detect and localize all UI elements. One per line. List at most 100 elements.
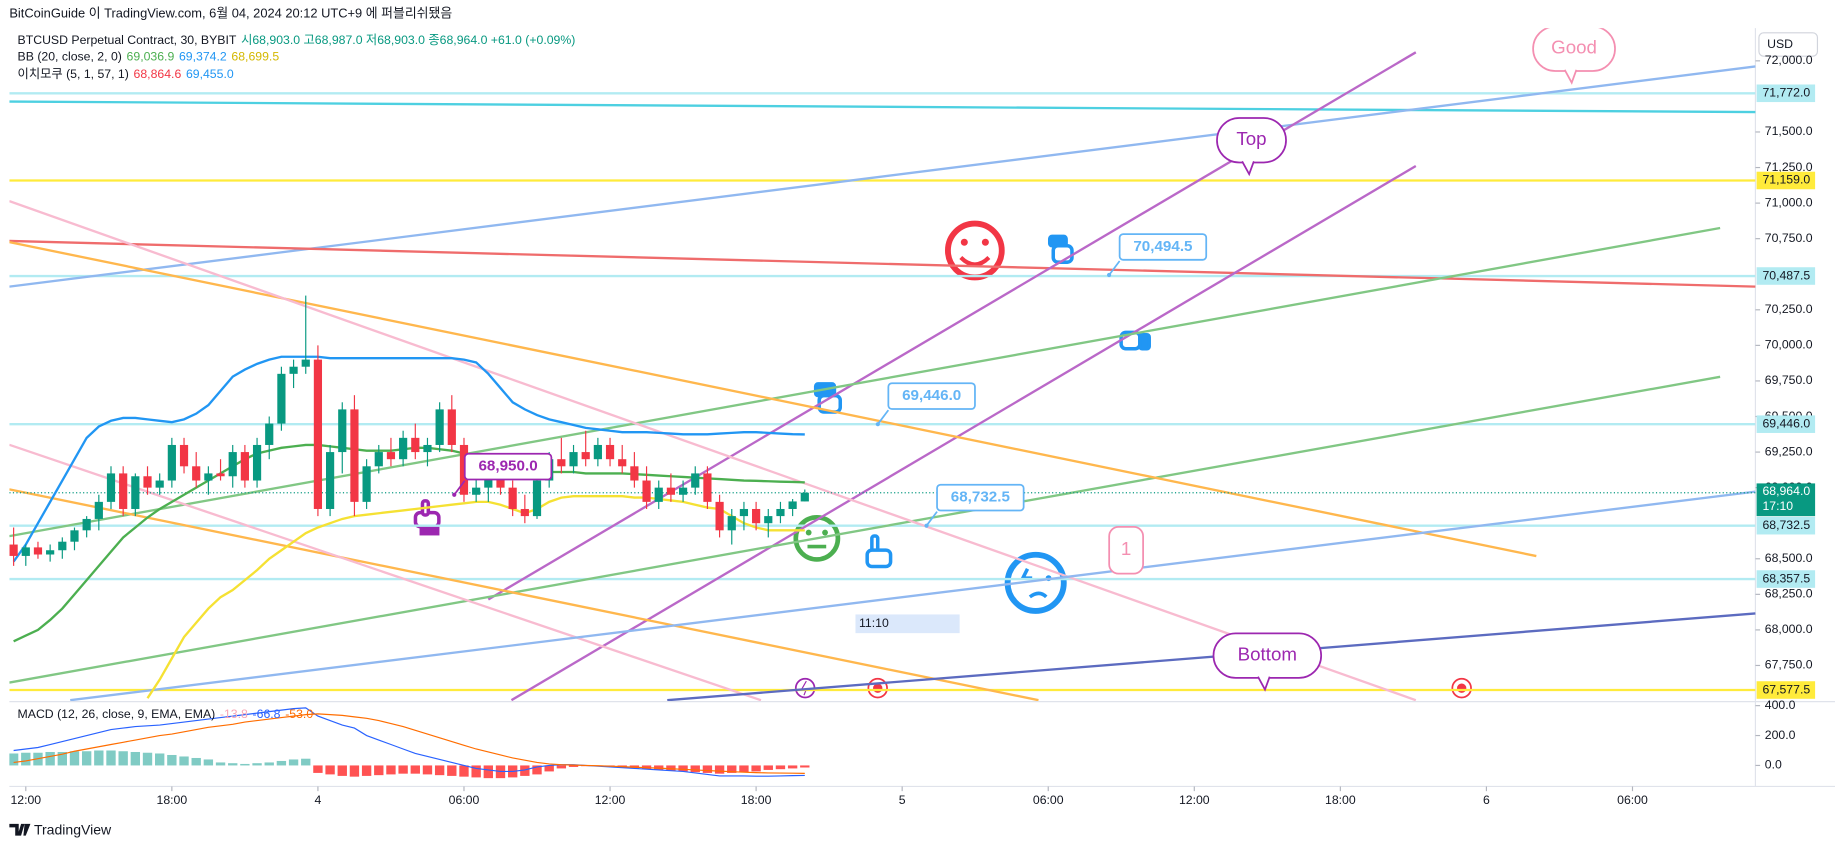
callout-box xyxy=(1118,233,1208,261)
price-label-box xyxy=(1756,681,1816,699)
note-bubble xyxy=(1108,525,1144,575)
last-price-countdown: 17:10 xyxy=(1762,499,1793,513)
price-label: 68,732.5 xyxy=(1762,518,1810,532)
candle-body xyxy=(678,487,688,495)
indicator-line xyxy=(146,495,805,699)
time-box xyxy=(855,614,960,634)
candle-body xyxy=(119,473,128,509)
happy-face xyxy=(945,220,1005,281)
candle-body xyxy=(764,516,773,524)
axes: 12:00 18:00 4 06:00 12:00 18:00 5 06:00 12:00 18:… xyxy=(10,53,1816,807)
candle-body xyxy=(204,473,213,481)
currency-box[interactable] xyxy=(1758,32,1819,57)
note-tail xyxy=(1241,160,1255,177)
indicator-line xyxy=(12,355,805,563)
histogram-bar xyxy=(81,751,92,766)
price-label: 71,772.0 xyxy=(1762,86,1810,100)
x-tick-label: 6 xyxy=(1483,793,1490,807)
candle-body xyxy=(70,530,79,542)
candle-body xyxy=(727,516,736,531)
candle-body xyxy=(776,508,785,517)
price-label-box xyxy=(1756,84,1816,103)
ichimoku-name: 이치모쿠 (5, 1, 57, 1) xyxy=(18,67,129,81)
histogram-bar xyxy=(45,751,55,766)
histogram-bar xyxy=(21,752,31,766)
histogram-bar xyxy=(349,765,360,777)
trend-line xyxy=(9,100,1756,114)
price-label: 67,577.5 xyxy=(1762,682,1810,696)
candle-body xyxy=(484,473,493,488)
macd-line xyxy=(13,713,805,774)
x-tick-label: 4 xyxy=(315,793,322,807)
histogram-bar xyxy=(264,762,274,766)
histogram-bar xyxy=(167,754,177,766)
price-label-box xyxy=(1756,267,1816,285)
histogram-bar xyxy=(763,765,773,770)
candle-body xyxy=(399,437,408,460)
callout-pointer xyxy=(877,409,890,425)
indicator-line xyxy=(13,443,805,643)
candle-body xyxy=(532,480,542,517)
candle-body xyxy=(228,452,237,477)
y-tick-label: 71,500.0 xyxy=(1765,124,1813,138)
candle-body xyxy=(666,487,676,495)
trend-line xyxy=(9,240,1537,558)
time-box-label: 11:10 xyxy=(859,616,889,630)
y-tick-label: 71,000.0 xyxy=(1765,195,1813,209)
trend-line xyxy=(9,375,1721,684)
candle-body xyxy=(788,501,797,509)
candle-body xyxy=(496,473,505,488)
trend-line xyxy=(9,239,1756,288)
trend-line xyxy=(510,164,1417,702)
histogram-bar xyxy=(459,765,469,777)
histogram-bar xyxy=(228,763,238,766)
histogram-bar xyxy=(118,751,128,766)
histogram-bar xyxy=(240,763,250,766)
x-tick-label: 12:00 xyxy=(10,793,41,807)
y-tick-label: 200.0 xyxy=(1765,728,1796,742)
candle-body xyxy=(82,518,91,531)
tradingview-logo xyxy=(9,823,31,836)
candle-body xyxy=(520,508,529,517)
histogram-bar xyxy=(727,765,737,773)
histogram-bar xyxy=(313,765,323,773)
note-text: 1 xyxy=(1121,538,1131,559)
histogram-bar xyxy=(434,765,445,776)
x-tick-label: 06:00 xyxy=(1033,793,1064,807)
candle-body xyxy=(605,444,615,460)
last-price-box xyxy=(1756,483,1816,517)
bb-value: 69,374.2 xyxy=(179,50,227,64)
candle-body xyxy=(508,487,517,509)
note-tail xyxy=(1257,676,1271,692)
legend-bb: BB (20, close, 2, 0) 69,036.9 69,374.2 68,6… xyxy=(18,50,280,64)
main-pane: 70,494.5 69,446.0 68,732.5 68,950.0 Good Top B… xyxy=(9,28,1756,702)
y-tick-label: 72,000.0 xyxy=(1765,53,1813,67)
callout-label: 68,950.0 xyxy=(478,458,537,475)
histogram-bar xyxy=(142,752,153,766)
x-tick-label: 06:00 xyxy=(1617,793,1648,807)
histogram-bar xyxy=(325,765,335,775)
price-label: 71,159.0 xyxy=(1762,173,1810,187)
trend-line xyxy=(70,490,1756,702)
candle-body xyxy=(630,466,639,481)
ichimoku-value: 68,864.6 xyxy=(134,67,182,81)
candle-body xyxy=(618,459,627,467)
histogram-bar xyxy=(191,757,201,766)
histogram-bar xyxy=(386,765,396,775)
callout-pointer xyxy=(453,480,466,496)
candle-body xyxy=(447,409,456,445)
bb-value: 68,699.5 xyxy=(231,50,279,64)
candle-body xyxy=(557,459,566,467)
candle-body xyxy=(411,437,420,453)
y-tick-label: 67,750.0 xyxy=(1765,658,1813,672)
trend-line xyxy=(9,65,1756,288)
histogram-bar xyxy=(787,765,798,769)
y-tick-label: 71,250.0 xyxy=(1765,160,1813,174)
histogram-bar xyxy=(337,765,347,776)
macd-pane xyxy=(9,707,810,779)
histogram-bar xyxy=(751,765,761,772)
candle-body xyxy=(240,452,249,481)
candle-body xyxy=(179,444,189,467)
hand-icon xyxy=(865,534,893,569)
